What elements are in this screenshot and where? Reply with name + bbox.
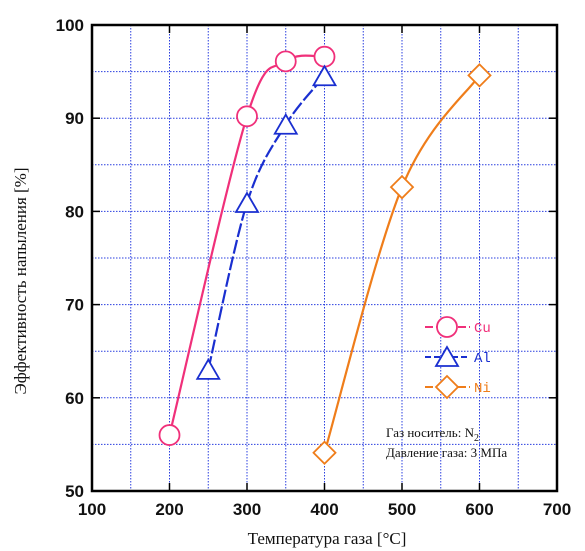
data-point-cu xyxy=(236,105,258,128)
data-point-ni xyxy=(467,63,492,88)
y-tick-label: 60 xyxy=(65,389,84,408)
y-tick-label: 100 xyxy=(56,16,84,35)
legend-item-cu: Cu xyxy=(425,316,491,338)
x-tick-label: 100 xyxy=(78,500,106,519)
axis-ticks: 100 200 300 400 500 600 700 50 60 70 80 90 100 xyxy=(56,16,572,519)
y-tick-label: 70 xyxy=(65,296,84,315)
legend-label: Ni xyxy=(474,381,491,397)
legend-marker xyxy=(436,316,458,338)
legend-item-ni: Ni xyxy=(425,374,491,400)
y-axis-title: Эффективность напыления [%] xyxy=(11,167,30,394)
x-tick-label: 200 xyxy=(155,500,183,519)
data-point-cu xyxy=(158,424,181,446)
data-point-al xyxy=(311,64,338,87)
data-point-cu xyxy=(313,45,336,68)
x-tick-label: 500 xyxy=(388,500,416,519)
data-point-ni xyxy=(312,440,337,466)
carrier-gas-subscript: 2 xyxy=(474,433,479,444)
gas-pressure-note: Давление газа: 3 МПа xyxy=(386,445,507,460)
legend-label: Cu xyxy=(474,321,491,337)
y-tick-label: 90 xyxy=(65,109,84,128)
data-point-al xyxy=(273,112,299,135)
legend: Cu Al Ni xyxy=(425,316,491,400)
x-tick-label: 400 xyxy=(310,500,338,519)
data-point-al xyxy=(195,358,221,380)
series-line-al xyxy=(207,75,326,371)
data-point-ni xyxy=(389,174,415,200)
carrier-gas-main: Газ носитель: N xyxy=(386,425,475,440)
legend-item-al: Al xyxy=(425,345,491,367)
legend-label: Al xyxy=(474,351,491,367)
series-ni xyxy=(312,63,492,466)
y-tick-label: 50 xyxy=(65,482,84,501)
series-al xyxy=(195,64,338,380)
grid xyxy=(92,25,557,491)
x-tick-label: 700 xyxy=(543,500,571,519)
carrier-gas-note: Газ носитель: N2 xyxy=(386,425,479,444)
y-tick-label: 80 xyxy=(65,202,84,221)
legend-marker xyxy=(434,345,460,367)
series-line-ni xyxy=(323,74,481,454)
x-tick-label: 300 xyxy=(233,500,261,519)
x-tick-label: 600 xyxy=(465,500,493,519)
data-point-cu xyxy=(274,50,297,73)
x-axis-title: Температура газа [°C] xyxy=(248,529,407,548)
data-point-al xyxy=(234,191,260,213)
series-cu xyxy=(158,45,336,446)
data-series xyxy=(158,45,492,466)
legend-marker xyxy=(434,374,460,400)
conditions-note: Газ носитель: N2 Давление газа: 3 МПа xyxy=(386,425,507,460)
